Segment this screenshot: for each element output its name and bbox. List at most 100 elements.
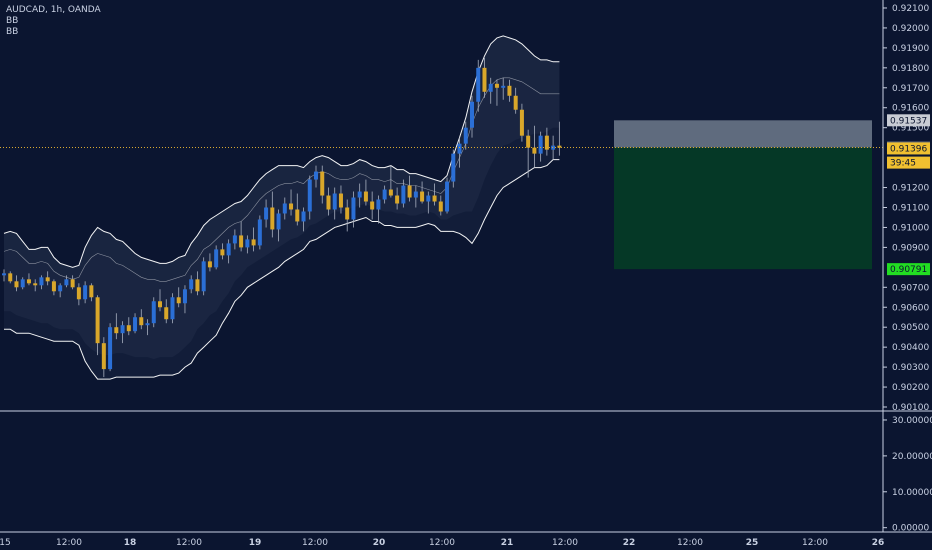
candle[interactable] bbox=[182, 285, 187, 314]
candle[interactable] bbox=[226, 239, 231, 264]
candle[interactable] bbox=[2, 269, 6, 282]
candle[interactable] bbox=[70, 275, 75, 290]
candle[interactable] bbox=[64, 275, 69, 288]
indicator-label-bb-2[interactable]: BB bbox=[6, 27, 19, 37]
candle[interactable] bbox=[126, 317, 131, 336]
candle[interactable] bbox=[239, 221, 244, 252]
candle[interactable] bbox=[307, 175, 312, 220]
candle[interactable] bbox=[201, 257, 206, 296]
candle[interactable] bbox=[76, 283, 81, 306]
candle[interactable] bbox=[33, 279, 38, 292]
candle[interactable] bbox=[101, 337, 106, 378]
candle[interactable] bbox=[120, 321, 125, 344]
candle[interactable] bbox=[451, 149, 456, 188]
take-profit-zone[interactable] bbox=[614, 147, 872, 270]
indicator-label-bb-1[interactable]: BB bbox=[6, 16, 19, 26]
candle[interactable] bbox=[401, 179, 406, 208]
candle[interactable] bbox=[532, 125, 537, 168]
candle[interactable] bbox=[95, 295, 100, 356]
candle[interactable] bbox=[245, 235, 250, 254]
candle[interactable] bbox=[338, 185, 343, 214]
candle[interactable] bbox=[314, 165, 318, 188]
symbol-label[interactable]: AUDCAD, 1h, OANDA bbox=[6, 5, 101, 15]
candle[interactable] bbox=[232, 229, 237, 250]
candle[interactable] bbox=[345, 199, 350, 232]
candle[interactable] bbox=[170, 293, 175, 324]
candle[interactable] bbox=[207, 253, 212, 272]
candle[interactable] bbox=[114, 313, 119, 340]
price-tag-countdown[interactable]: 39:45 bbox=[887, 156, 930, 169]
candle[interactable] bbox=[301, 207, 306, 232]
stop-loss-zone[interactable] bbox=[614, 120, 872, 148]
candle[interactable] bbox=[276, 209, 281, 242]
candle[interactable] bbox=[189, 275, 194, 294]
candle[interactable] bbox=[357, 183, 362, 208]
candle[interactable] bbox=[445, 177, 450, 214]
candle[interactable] bbox=[420, 181, 425, 204]
candle[interactable] bbox=[332, 187, 337, 220]
candle[interactable] bbox=[51, 279, 56, 296]
candle[interactable] bbox=[482, 57, 487, 98]
candle[interactable] bbox=[108, 323, 113, 372]
candle[interactable] bbox=[139, 309, 144, 330]
candle[interactable] bbox=[326, 187, 331, 216]
candle[interactable] bbox=[251, 227, 256, 252]
candle[interactable] bbox=[432, 183, 437, 206]
candle[interactable] bbox=[214, 245, 219, 270]
candle[interactable] bbox=[413, 185, 418, 208]
candle[interactable] bbox=[176, 287, 181, 308]
candle[interactable] bbox=[45, 271, 50, 286]
candle[interactable] bbox=[438, 195, 443, 216]
candle[interactable] bbox=[551, 135, 556, 160]
candle[interactable] bbox=[151, 297, 156, 328]
candle[interactable] bbox=[145, 319, 150, 336]
candle[interactable] bbox=[501, 77, 506, 100]
candle[interactable] bbox=[370, 191, 375, 220]
candle[interactable] bbox=[488, 77, 493, 104]
candle[interactable] bbox=[282, 197, 287, 220]
candle[interactable] bbox=[83, 281, 88, 304]
candle[interactable] bbox=[289, 189, 294, 216]
candle[interactable] bbox=[257, 215, 262, 250]
candle[interactable] bbox=[133, 313, 138, 334]
price-tag-stop[interactable]: 0.91537 bbox=[887, 114, 930, 127]
candle[interactable] bbox=[538, 131, 543, 162]
candle[interactable] bbox=[220, 243, 225, 260]
candle[interactable] bbox=[26, 273, 31, 286]
candle[interactable] bbox=[270, 191, 275, 238]
candle[interactable] bbox=[513, 87, 518, 114]
chart-legend[interactable]: AUDCAD, 1h, OANDA BB BB bbox=[6, 5, 101, 38]
candle[interactable] bbox=[164, 299, 169, 324]
candle[interactable] bbox=[158, 289, 162, 312]
candle[interactable] bbox=[89, 283, 94, 302]
candle[interactable] bbox=[544, 127, 549, 156]
candle[interactable] bbox=[388, 165, 393, 198]
candle[interactable] bbox=[463, 121, 468, 150]
candle[interactable] bbox=[426, 191, 431, 214]
candle[interactable] bbox=[470, 95, 474, 138]
candle[interactable] bbox=[557, 121, 562, 156]
candle[interactable] bbox=[320, 165, 325, 204]
candle[interactable] bbox=[494, 79, 499, 106]
candle[interactable] bbox=[395, 187, 400, 210]
price-tag-current[interactable]: 0.91396 bbox=[887, 142, 930, 155]
candle[interactable] bbox=[376, 195, 381, 224]
candle[interactable] bbox=[519, 103, 524, 142]
candle[interactable] bbox=[382, 185, 387, 204]
candle[interactable] bbox=[476, 59, 481, 112]
candle[interactable] bbox=[407, 175, 412, 202]
candle[interactable] bbox=[20, 277, 25, 290]
candle[interactable] bbox=[526, 129, 531, 178]
candle[interactable] bbox=[264, 199, 269, 228]
price-tag-target[interactable]: 0.90791 bbox=[887, 263, 930, 276]
candle[interactable] bbox=[507, 79, 512, 102]
candle[interactable] bbox=[8, 271, 13, 284]
candle[interactable] bbox=[351, 191, 356, 228]
candle[interactable] bbox=[295, 193, 300, 226]
candle[interactable] bbox=[58, 283, 63, 298]
candle[interactable] bbox=[457, 137, 462, 168]
candle[interactable] bbox=[14, 275, 19, 292]
candle[interactable] bbox=[195, 271, 200, 296]
candle[interactable] bbox=[39, 275, 44, 290]
